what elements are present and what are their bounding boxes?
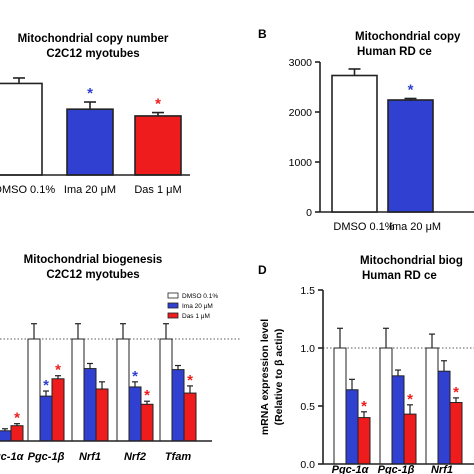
panel-d-significance-1-2: * — [407, 391, 413, 408]
panel-d-category-1: Pgc-1β — [378, 464, 415, 474]
panel-a-significance-1: * — [87, 85, 93, 102]
panel-d-bar-2-2 — [449, 402, 463, 465]
panel-c-bar-1-2 — [51, 378, 65, 442]
panel-c-bar-0-2 — [10, 425, 24, 442]
panel-d-significance-2-2: * — [453, 384, 459, 401]
panel-d-bar-1-2 — [403, 413, 417, 465]
panel-c-bar-3-0 — [116, 338, 130, 442]
panel-b-ytick-label-0: 0 — [306, 207, 312, 219]
panel-c-significance-1-2: * — [55, 362, 61, 379]
panel-c-legend-label-2: Das 1 μM — [182, 313, 210, 320]
panel-d-bar-2-1 — [437, 370, 451, 465]
panel-a-bar-2 — [134, 115, 182, 176]
panel-b-category-0: DMSO 0.1% — [333, 221, 394, 233]
panel-a-title: Mitochondrial copy number — [18, 33, 169, 45]
panel-c-category-3: Nrf2 — [124, 451, 146, 463]
panel-c-bar-3-2 — [140, 403, 154, 442]
panel-c-significance-0-2: * — [14, 410, 20, 427]
panel-c-category-2: Nrf1 — [79, 451, 101, 463]
panel-c-legend-swatch-0 — [167, 292, 179, 299]
panel-c-significance-1-1: * — [43, 377, 49, 394]
panel-b-title: Mitochondrial copy — [355, 31, 461, 43]
panel-c-significance-3-2: * — [144, 387, 150, 404]
panel-c-bar-3-1 — [128, 386, 142, 442]
panel-b-category-1: Ima 20 μM — [389, 221, 441, 233]
panel-c-bar-4-2 — [183, 392, 197, 442]
panel-c-bar-2-2 — [95, 388, 109, 442]
panel-c-category-1: Pgc-1β — [28, 451, 65, 463]
panel-c-bar-2-1 — [83, 368, 97, 442]
panel-d-bar-1-0 — [379, 347, 393, 465]
panel-a-category-1: Ima 20 μM — [64, 184, 116, 196]
panel-c-legend-swatch-2 — [167, 312, 179, 319]
panel-d-ylabel-2: (Relative to β actin) — [273, 329, 285, 426]
panel-d-ytick-label-0: 0.0 — [300, 459, 315, 471]
panel-d-bar-0-2 — [357, 417, 371, 465]
panel-a-bar-0 — [0, 82, 43, 176]
panel-d-ytick-label-3: 1.5 — [300, 285, 315, 297]
panel-c-bar-1-0 — [27, 338, 41, 442]
panel-b-significance-1: * — [408, 82, 414, 99]
panel-b-bar-0 — [331, 74, 378, 213]
panel-b-subtitle: Human RD ce — [357, 46, 432, 58]
panel-d-category-0: Pgc-1α — [332, 464, 370, 474]
panel-a-bar-1 — [66, 108, 114, 176]
panel-d-bar-1-1 — [391, 375, 405, 465]
panel-d-bar-0-0 — [333, 347, 347, 465]
panel-c-title: Mitochondrial biogenesis — [24, 254, 163, 266]
panel-c-bar-2-0 — [71, 338, 85, 442]
panel-a-significance-2: * — [155, 96, 161, 113]
panel-d-ytick-label-1: 0.5 — [300, 401, 315, 413]
panel-c-legend-label-0: DMSO 0.1% — [182, 293, 218, 300]
panel-c-category-4: Tfam — [165, 451, 192, 463]
panel-a-subtitle: C2C12 myotubes — [46, 48, 139, 60]
panel-c-bar-0-1 — [0, 430, 12, 442]
panel-c-bar-4-1 — [171, 369, 185, 442]
panel-d-subtitle: Human RD ce — [362, 270, 437, 282]
panel-b-ytick-label-1: 1000 — [289, 157, 313, 169]
panel-a-category-0: DMSO 0.1% — [0, 184, 55, 196]
panel-c-bar-4-0 — [159, 338, 173, 442]
panel-c-legend-swatch-1 — [167, 302, 179, 309]
panel-d-category-2: Nrf1 — [431, 464, 453, 474]
panel-d-ylabel: mRNA expression level — [259, 319, 271, 435]
panel-b-label: B — [258, 27, 267, 41]
panel-b-ytick-label-3: 3000 — [289, 57, 313, 69]
panel-c-significance-4-2: * — [187, 372, 193, 389]
panel-d-label: D — [258, 263, 267, 277]
panel-c-category-0: Pgc-1α — [0, 451, 25, 463]
panel-b-ytick-label-2: 2000 — [289, 107, 313, 119]
panel-d-bar-2-0 — [425, 347, 439, 465]
panel-d-significance-0-2: * — [361, 398, 367, 415]
panel-c-legend-label-1: Ima 20 μM — [182, 303, 213, 310]
panel-d-ytick-label-2: 1.0 — [300, 343, 315, 355]
panel-c-subtitle: C2C12 myotubes — [46, 269, 139, 281]
panel-d-title: Mitochondrial biog — [360, 255, 463, 267]
panel-c-significance-3-1: * — [132, 368, 138, 385]
panel-a-category-2: Das 1 μM — [134, 184, 181, 196]
panel-b-bar-1 — [387, 99, 434, 213]
panel-d-bar-0-1 — [345, 389, 359, 465]
panel-c-bar-1-1 — [39, 395, 53, 442]
